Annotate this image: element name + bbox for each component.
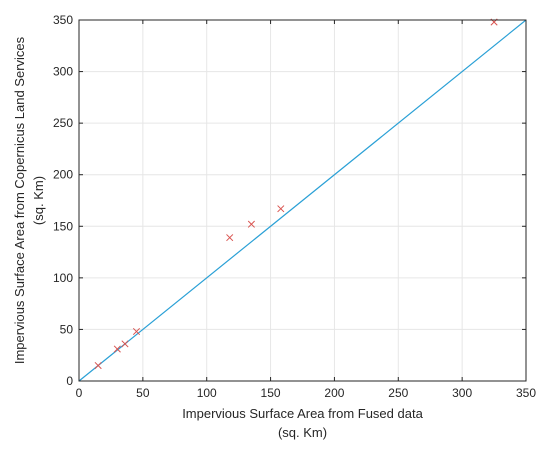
y-axis-ticks: 0 50 100 150 200 250 300 350 [53,13,526,388]
data-point [113,345,121,353]
y-tick-label: 350 [53,13,73,27]
data-point [277,205,285,213]
x-tick-label: 50 [136,386,150,400]
x-tick-label: 100 [197,386,217,400]
grid-lines [79,20,526,381]
plot-frame [78,19,527,382]
x-tick-label: 150 [261,386,281,400]
x-axis-label: Impervious Surface Area from Fused data [182,406,423,421]
x-tick-label: 350 [516,386,536,400]
data-point [132,327,141,336]
reference-line-y-equals-x [78,19,527,382]
y-tick-label: 200 [53,168,73,182]
x-tick-label: 200 [324,386,344,400]
y-tick-label: 300 [53,65,73,79]
x-axis-unit-label: (sq. Km) [278,425,327,440]
data-point [94,361,102,370]
y-tick-label: 150 [53,219,73,233]
y-tick-label: 250 [53,116,73,130]
y-tick-label: 50 [60,322,74,336]
y-axis-label: Impervious Surface Area from Copernicus … [12,36,27,364]
x-tick-label: 300 [452,386,472,400]
y-axis-unit-label: (sq. Km) [31,176,46,225]
data-point [247,220,255,228]
x-tick-label: 250 [388,386,408,400]
x-tick-label: 0 [76,386,83,400]
x-axis-ticks: 0 50 100 150 200 250 300 350 [76,20,536,400]
y-tick-label: 0 [66,374,73,388]
y-tick-label: 100 [53,271,73,285]
data-point [121,340,129,348]
data-point [226,234,234,242]
